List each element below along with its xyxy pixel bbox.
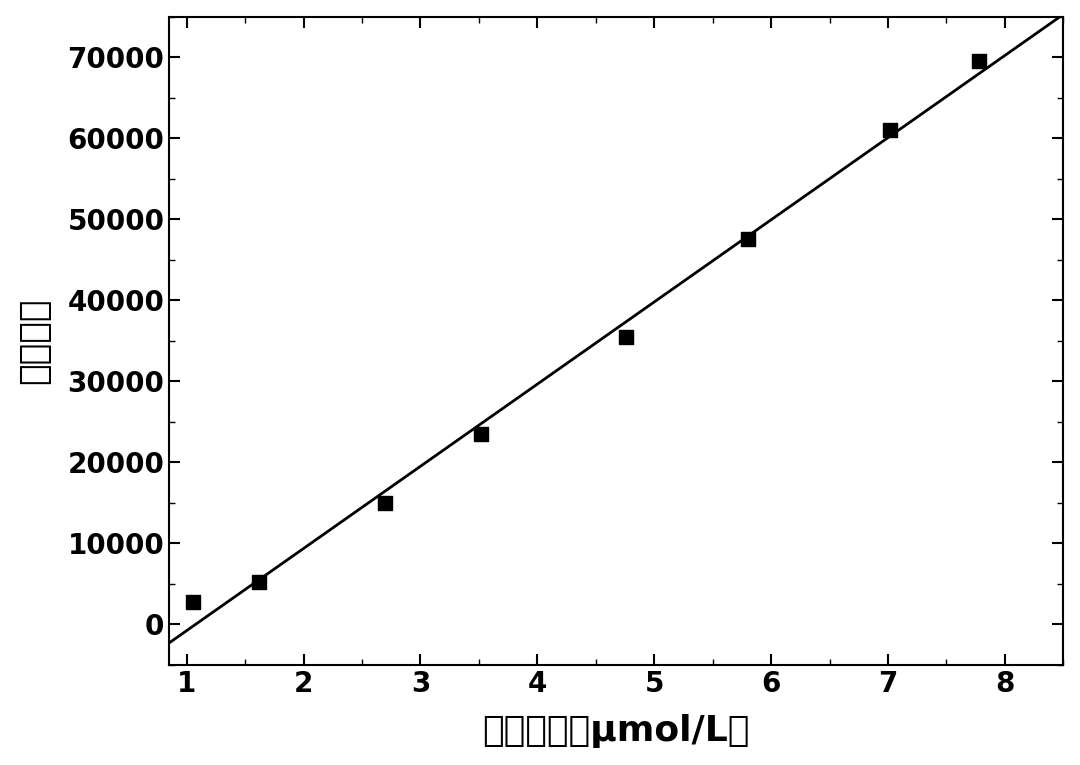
Y-axis label: 荧光强度: 荧光强度 — [16, 298, 51, 384]
Point — [251, 576, 268, 588]
Point — [739, 233, 756, 246]
Point — [881, 124, 899, 136]
Point — [377, 496, 394, 509]
X-axis label: 蛋白浓度（μmol/L）: 蛋白浓度（μmol/L） — [483, 715, 750, 748]
Point — [184, 595, 201, 607]
Point — [618, 330, 635, 343]
Point — [971, 55, 988, 67]
Point — [473, 428, 490, 440]
